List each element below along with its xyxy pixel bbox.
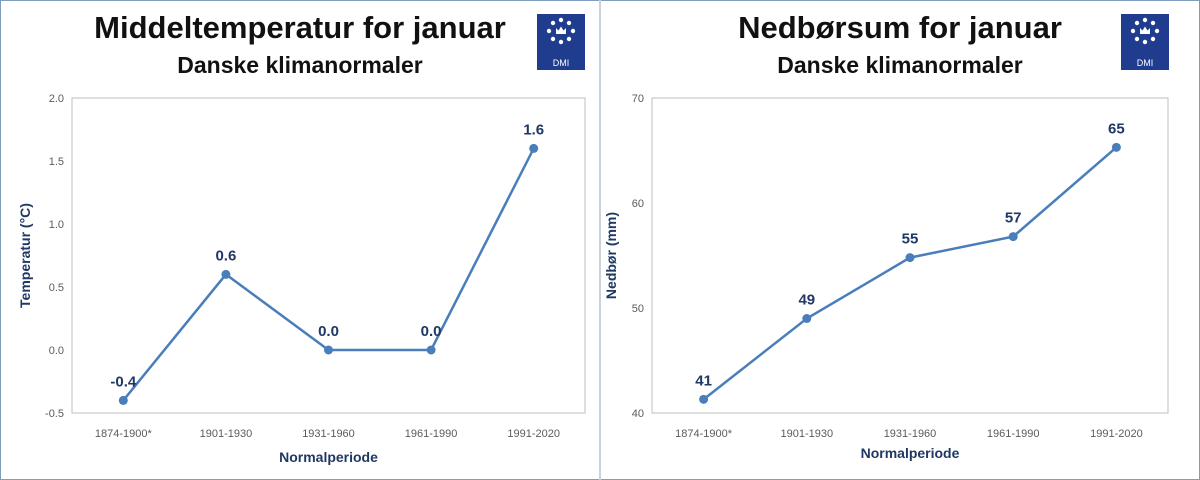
data-label: 41	[695, 372, 712, 389]
crown-emblem-icon	[1130, 17, 1160, 45]
precipitation-title: Nedbørsum for januar	[738, 10, 1062, 45]
data-label: 49	[798, 292, 815, 309]
y-tick-label: 40	[632, 408, 644, 420]
data-label: 0.0	[421, 323, 442, 340]
data-point	[905, 253, 915, 263]
x-tick-label: 1931-1960	[884, 428, 937, 440]
dmi-logo: DMI	[1121, 14, 1169, 70]
temperature-panel: Middeltemperatur for januar Danske klima…	[17, 10, 586, 465]
x-tick-label: 1874-1900*	[95, 428, 153, 440]
precipitation-panel: Nedbørsum for januar Danske klimanormale…	[600, 0, 1200, 480]
data-label: 65	[1108, 120, 1125, 137]
plot-area	[71, 97, 586, 414]
y-tick-label: 0.0	[49, 345, 64, 357]
y-axis-title: Nedbør (mm)	[603, 212, 619, 299]
data-label: -0.4	[110, 373, 137, 390]
data-label: 0.0	[318, 323, 339, 340]
temperature-title: Middeltemperatur for januar	[94, 10, 506, 45]
precipitation-subtitle: Danske klimanormaler	[777, 52, 1023, 78]
y-tick-label: 1.5	[49, 156, 64, 168]
series-line	[122, 147, 535, 402]
plot-area	[651, 97, 1169, 414]
data-point	[802, 314, 812, 323]
x-axis-title: Normalperiode	[279, 449, 378, 465]
data-point	[118, 395, 128, 405]
data-label: 1.6	[523, 121, 544, 138]
data-point	[221, 269, 231, 279]
y-tick-label: 1.0	[49, 219, 64, 231]
y-tick-label: 50	[632, 303, 644, 315]
y-tick-label: 70	[632, 93, 644, 105]
data-point	[529, 143, 539, 153]
y-tick-label: 2.0	[49, 93, 64, 105]
precipitation-line-chart: 40 50 60 70 1874-1900* 1901-1930 1931-1960 1961…	[603, 93, 1169, 461]
temperature-line-chart: -0.5 0.0 0.5 1.0 1.5 2.0 1874-1900* 1901-1930 19…	[17, 93, 586, 465]
data-label: 0.6	[215, 247, 236, 264]
temperature-subtitle: Danske klimanormaler	[177, 52, 423, 78]
y-tick-label: 0.5	[49, 282, 64, 294]
dmi-logo: DMI	[537, 14, 585, 70]
data-label: 57	[1005, 210, 1022, 227]
x-tick-label: 1961-1990	[405, 428, 458, 440]
data-point	[699, 394, 709, 404]
x-tick-label: 1901-1930	[200, 428, 253, 440]
data-point	[324, 345, 333, 355]
crown-emblem-icon	[546, 17, 576, 45]
x-tick-label: 1991-2020	[507, 428, 560, 440]
y-tick-label: 60	[632, 198, 644, 210]
x-tick-label: 1991-2020	[1090, 428, 1143, 440]
x-tick-label: 1961-1990	[987, 428, 1040, 440]
y-axis-title: Temperatur (°C)	[17, 203, 33, 308]
x-tick-label: 1931-1960	[302, 428, 355, 440]
data-label: 55	[902, 231, 919, 248]
x-axis-title: Normalperiode	[861, 445, 960, 461]
logo-text: DMI	[1136, 58, 1154, 68]
series-line	[702, 146, 1118, 401]
x-tick-label: 1901-1930	[780, 428, 833, 440]
panel-divider	[599, 0, 601, 480]
data-point	[1111, 142, 1121, 152]
data-point	[1008, 232, 1018, 242]
data-point	[426, 345, 436, 355]
y-tick-label: -0.5	[45, 408, 64, 420]
x-tick-label: 1874-1900*	[675, 428, 733, 440]
logo-text: DMI	[552, 58, 570, 68]
